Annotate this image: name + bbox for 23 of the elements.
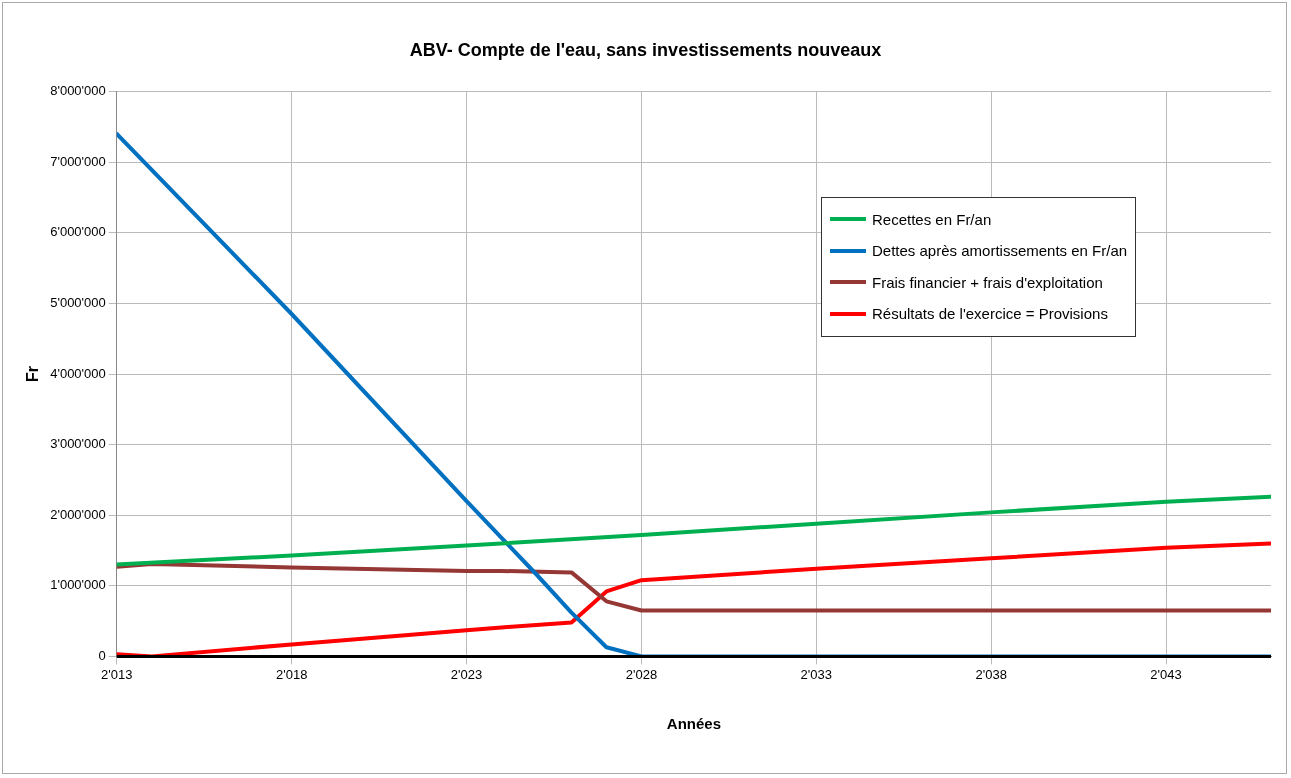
x-tick-label: 2'043 [1150,666,1182,682]
y-tick-label: 1'000'000 [50,577,106,593]
x-tick-label: 2'013 [101,666,133,682]
x-axis-title: Années [666,715,721,733]
legend-label: Résultats de l'exercice = Provisions [872,305,1108,323]
x-tick-label: 2'028 [625,666,658,682]
legend-label: Dettes après amortissements en Fr/an [872,242,1128,260]
y-tick-label: 6'000'000 [50,224,106,240]
y-tick-label: 4'000'000 [50,365,106,381]
y-tick-label: 7'000'000 [50,153,106,169]
x-tick-label: 2'033 [800,666,833,682]
y-tick-label: 0 [98,647,106,663]
x-tick-label: 2'023 [450,666,483,682]
legend-label: Recettes en Fr/an [872,210,992,228]
y-tick-label: 3'000'000 [50,436,106,452]
y-tick-label: 8'000'000 [50,83,106,99]
y-axis-title: Fr [24,366,42,382]
chart-title: ABV- Compte de l'eau, sans investissements nouveaux [409,39,882,60]
x-tick-label: 2'018 [275,666,308,682]
legend-label: Frais financier + frais d'exploitation [872,273,1103,291]
y-tick-label: 2'000'000 [50,506,106,522]
y-tick-label: 5'000'000 [50,294,106,310]
x-tick-label: 2'038 [975,666,1007,682]
